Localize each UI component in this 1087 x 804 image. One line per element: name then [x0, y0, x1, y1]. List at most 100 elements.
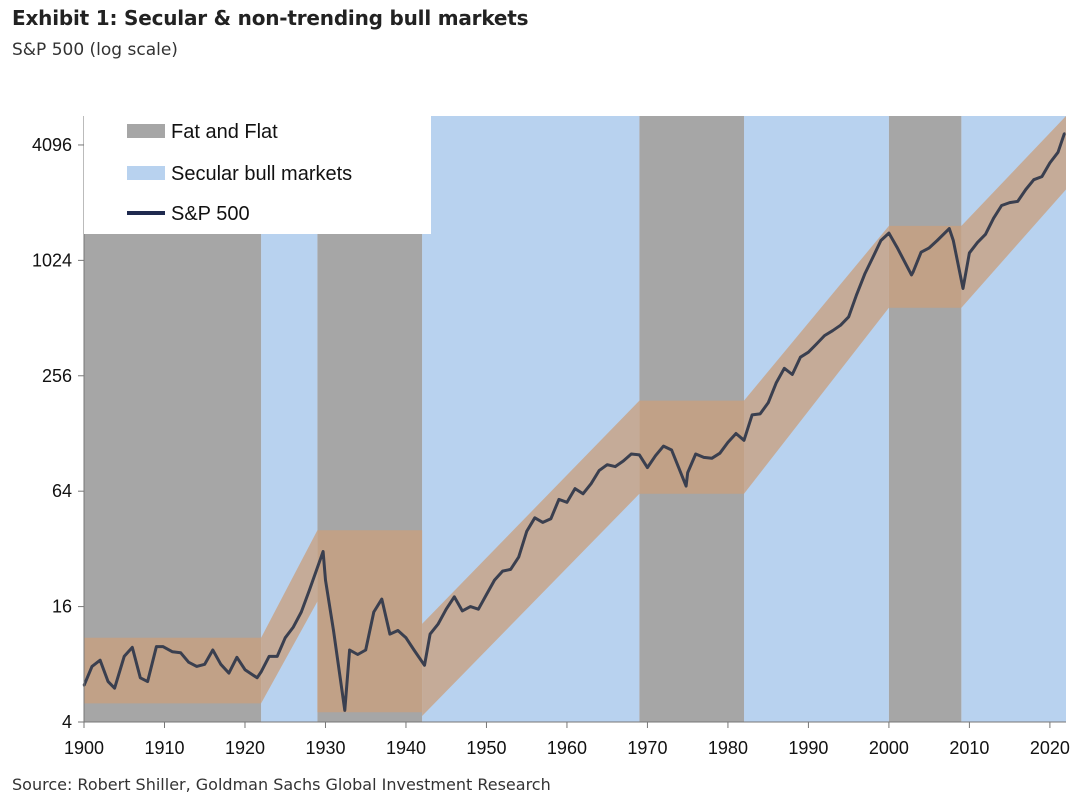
- sp500-point: [831, 329, 834, 332]
- trend-band-4: [639, 400, 744, 494]
- legend: Fat and Flat Secular bull markets S&P 50…: [84, 116, 431, 234]
- x-tick-label: 1930: [305, 738, 345, 758]
- sp500-point: [654, 454, 657, 457]
- sp500-point: [161, 645, 165, 648]
- sp500-point: [477, 608, 480, 611]
- sp500-point: [775, 381, 778, 385]
- sp500-point: [139, 676, 142, 679]
- x-tick-label: 1920: [225, 738, 265, 758]
- sp500-point: [823, 334, 826, 337]
- trend-band-6: [888, 225, 962, 308]
- sp500-point: [895, 246, 899, 249]
- sp500-point: [219, 663, 222, 666]
- sp500-point: [750, 413, 754, 417]
- axes: 4 16 64 256 1024 4096 1900 1910 1920 1930 1940 1950…: [32, 116, 1070, 758]
- sp500-point: [976, 241, 979, 244]
- sp500-point: [469, 605, 472, 608]
- chart-title: Exhibit 1: Secular & non-trending bull m…: [12, 6, 529, 30]
- sp500-point: [879, 239, 883, 242]
- sp500-point: [90, 665, 94, 668]
- sp500-point: [1024, 188, 1028, 191]
- sp500-point: [839, 324, 842, 327]
- sp500-point: [123, 655, 126, 658]
- sp500-point: [146, 680, 149, 683]
- sp500-point: [485, 593, 488, 596]
- sp500-point: [380, 597, 383, 601]
- sp500-point: [1056, 151, 1060, 154]
- sp500-point: [155, 645, 158, 648]
- sp500-point: [187, 661, 190, 664]
- sp500-point: [195, 665, 198, 668]
- sp500-point: [300, 610, 303, 614]
- sp500-point: [863, 272, 866, 276]
- sp500-point: [324, 578, 327, 582]
- sp500-point: [549, 517, 553, 520]
- sp500-point: [686, 471, 689, 474]
- legend-swatch-fat-and-flat: [127, 124, 165, 138]
- x-tick-label: 2020: [1030, 738, 1070, 758]
- trend-band-0: [84, 637, 262, 704]
- sp500-point: [113, 687, 116, 690]
- y-tick-label: 1024: [32, 250, 72, 270]
- trend-band-7: [961, 116, 1066, 308]
- sp500-point: [694, 452, 697, 456]
- sp500-point: [742, 439, 746, 442]
- sp500-point: [936, 239, 939, 242]
- x-tick-label: 1980: [708, 738, 748, 758]
- x-tick-label: 2010: [949, 738, 989, 758]
- sp500-point: [565, 501, 569, 504]
- sp500-point: [525, 530, 528, 533]
- sp500-point: [243, 668, 247, 671]
- sp500-point: [646, 466, 649, 469]
- sp500-point: [887, 231, 891, 235]
- sp500-point: [1063, 132, 1066, 135]
- sp500-point: [292, 625, 295, 629]
- sp500-point: [404, 636, 408, 639]
- sp500-point: [767, 401, 770, 404]
- sp500-point: [106, 680, 110, 683]
- sp500-point: [388, 632, 392, 636]
- sp500-point: [984, 233, 987, 236]
- sp500-point: [581, 492, 585, 495]
- chart-subtitle: S&P 500 (log scale): [12, 40, 178, 60]
- y-tick-label: 64: [52, 481, 72, 501]
- sp500-point: [630, 452, 633, 456]
- sp500-point: [734, 432, 738, 435]
- sp500-point: [332, 629, 335, 632]
- sp500-point: [597, 469, 601, 472]
- sp500-point: [589, 482, 593, 485]
- sp500-point: [718, 452, 722, 455]
- sp500-point: [179, 651, 182, 654]
- sp500-point: [372, 610, 375, 614]
- sp500-point: [871, 256, 874, 259]
- x-tick-label: 1950: [466, 738, 506, 758]
- x-tick-label: 1910: [144, 738, 184, 758]
- sp500-point: [517, 555, 520, 559]
- sp500-point: [557, 498, 561, 501]
- sp500-point: [437, 622, 440, 626]
- sp500-point: [423, 664, 426, 667]
- sp500-point: [807, 351, 810, 354]
- sp500-point: [992, 217, 995, 220]
- sp500-point: [968, 251, 971, 255]
- sp500-point: [855, 293, 858, 296]
- sp500-point: [638, 453, 641, 457]
- sp500-point: [815, 342, 818, 346]
- sp500-point: [662, 444, 665, 448]
- sp500-point: [911, 270, 915, 274]
- sp500-point: [791, 373, 794, 376]
- sp500-point: [227, 671, 231, 675]
- trend-bands: [84, 116, 1066, 716]
- sp500-point: [702, 456, 705, 459]
- sp500-point: [684, 484, 688, 488]
- trend-band-5: [744, 225, 889, 494]
- sp500-point: [799, 356, 802, 359]
- sp500-point: [948, 227, 951, 230]
- x-tick-label: 1970: [627, 738, 667, 758]
- trend-band-1: [261, 530, 318, 704]
- sp500-point: [606, 463, 609, 466]
- fat-and-flat-period-3: [888, 116, 962, 722]
- sp500-point: [961, 287, 965, 290]
- trend-band-2: [317, 530, 423, 713]
